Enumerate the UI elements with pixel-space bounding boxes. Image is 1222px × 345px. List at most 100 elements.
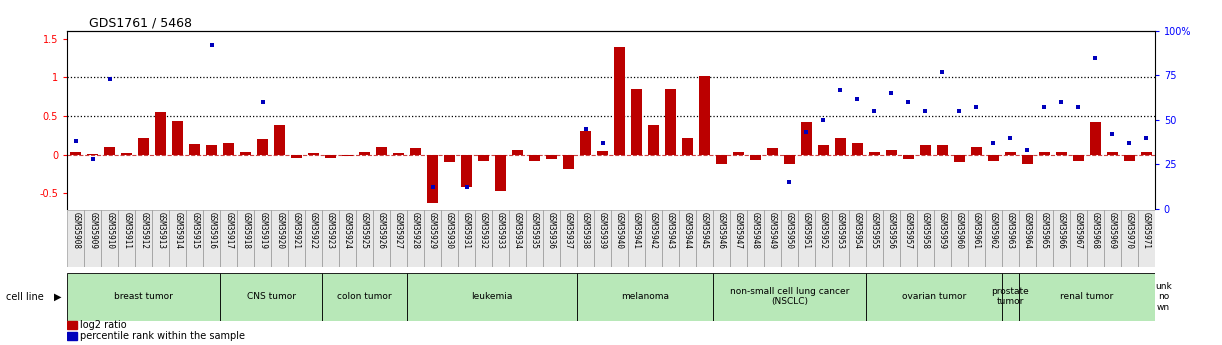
Text: GSM35920: GSM35920 (275, 212, 285, 249)
Bar (172, 121, 183, 155)
Bar (730, 210, 747, 267)
Point (1035, 105, 1055, 110)
Text: renal tumor: renal tumor (1061, 292, 1113, 301)
Bar (577, 273, 712, 321)
Text: GSM35943: GSM35943 (666, 212, 675, 249)
Bar (1107, 151, 1118, 155)
Bar (203, 210, 220, 267)
Bar (390, 210, 407, 267)
Text: GSM35933: GSM35933 (496, 212, 505, 249)
Text: GSM35911: GSM35911 (122, 212, 131, 249)
Bar (1090, 122, 1101, 155)
Text: GSM35962: GSM35962 (989, 212, 998, 249)
Text: GSM35919: GSM35919 (258, 212, 268, 249)
Bar (1002, 273, 1019, 321)
Text: GSM35956: GSM35956 (887, 212, 896, 249)
Point (1052, 99, 1072, 105)
Text: GSM35913: GSM35913 (156, 212, 165, 249)
Bar (220, 273, 323, 321)
Bar (407, 210, 424, 267)
Bar (220, 210, 237, 267)
Point (1018, 147, 1037, 153)
Text: GSM35928: GSM35928 (411, 212, 420, 249)
Text: GSM35961: GSM35961 (971, 212, 981, 249)
Text: GSM35914: GSM35914 (174, 212, 182, 249)
Text: GSM35969: GSM35969 (1108, 212, 1117, 249)
Text: GSM35931: GSM35931 (462, 212, 470, 249)
Text: GSM35970: GSM35970 (1124, 212, 1134, 249)
Bar (512, 150, 523, 155)
Bar (849, 210, 866, 267)
Text: GSM35915: GSM35915 (191, 212, 199, 249)
Bar (207, 145, 218, 155)
Point (932, 69, 952, 75)
Text: GSM35912: GSM35912 (139, 212, 148, 249)
Bar (271, 210, 288, 267)
Bar (679, 210, 697, 267)
Bar (628, 210, 645, 267)
Bar (189, 144, 200, 155)
Bar (1121, 210, 1138, 267)
Text: GSM35971: GSM35971 (1141, 212, 1151, 249)
Point (66, 138, 86, 144)
Bar (67, 273, 220, 321)
Point (576, 126, 595, 131)
Bar (67, 210, 84, 267)
Bar (67, 332, 77, 341)
Bar (764, 210, 781, 267)
Bar (987, 155, 998, 161)
Text: GSM35926: GSM35926 (378, 212, 386, 249)
Bar (815, 210, 832, 267)
Bar (342, 155, 353, 156)
Bar (1124, 155, 1135, 161)
Point (1085, 55, 1105, 60)
Point (967, 105, 986, 110)
Bar (478, 155, 489, 161)
Text: GDS1761 / 5468: GDS1761 / 5468 (89, 17, 192, 30)
Bar (1056, 151, 1067, 155)
Bar (645, 210, 662, 267)
Text: GSM35940: GSM35940 (615, 212, 624, 249)
Bar (87, 154, 98, 155)
Text: GSM35917: GSM35917 (224, 212, 233, 249)
Text: GSM35929: GSM35929 (428, 212, 437, 249)
Point (984, 140, 1003, 146)
Text: GSM35932: GSM35932 (479, 212, 488, 249)
Text: GSM35965: GSM35965 (1040, 212, 1048, 249)
Bar (254, 210, 271, 267)
Bar (934, 210, 951, 267)
Bar (104, 147, 115, 155)
Text: GSM35941: GSM35941 (632, 212, 642, 249)
Bar (426, 155, 439, 203)
Text: GSM35948: GSM35948 (752, 212, 760, 249)
Text: colon tumor: colon tumor (337, 292, 392, 301)
Text: melanoma: melanoma (621, 292, 668, 301)
Text: GSM35951: GSM35951 (802, 212, 811, 249)
Text: GSM35958: GSM35958 (921, 212, 930, 249)
Bar (716, 155, 727, 164)
Text: GSM35963: GSM35963 (1006, 212, 1014, 249)
Bar (274, 125, 285, 155)
Bar (613, 47, 624, 155)
Bar (577, 210, 594, 267)
Bar (832, 210, 849, 267)
Bar (818, 145, 829, 155)
Text: GSM35966: GSM35966 (1057, 212, 1066, 249)
Text: GSM35957: GSM35957 (904, 212, 913, 249)
Bar (306, 210, 323, 267)
Bar (697, 210, 712, 267)
Bar (136, 210, 153, 267)
Bar (869, 151, 880, 155)
Bar (525, 210, 543, 267)
Bar (899, 210, 916, 267)
Bar (546, 155, 557, 158)
Bar (461, 155, 472, 187)
Bar (750, 155, 761, 160)
Bar (411, 148, 422, 155)
Text: GSM35925: GSM35925 (360, 212, 369, 249)
Text: percentile rank within the sample: percentile rank within the sample (81, 331, 246, 341)
Bar (495, 155, 506, 191)
Bar (138, 138, 149, 155)
Bar (903, 155, 914, 159)
Bar (985, 210, 1002, 267)
